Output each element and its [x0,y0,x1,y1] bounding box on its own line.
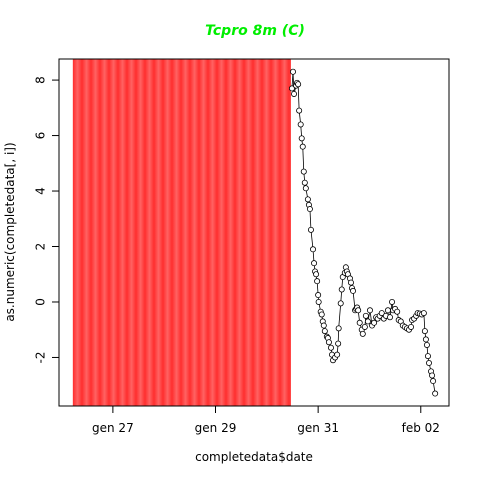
data-point [291,90,298,97]
x-tick-label: gen 27 [92,421,134,435]
data-point [371,319,378,326]
data-point [311,260,318,267]
data-point [314,278,321,285]
data-point [299,143,306,150]
x-tick-label: feb 02 [402,421,440,435]
data-point [301,179,308,186]
data-point [295,81,302,88]
data-point [429,372,436,379]
x-axis-label: completedata$date [195,450,313,464]
data-point [355,307,362,314]
data-point [361,323,368,330]
data-point [389,298,396,305]
data-point [421,328,428,335]
data-point [298,135,305,142]
data-point [327,344,334,351]
data-point [356,319,363,326]
data-point [378,310,385,317]
data-point [288,85,295,92]
data-point [337,300,344,307]
data-point [423,341,430,348]
data-point [386,314,393,321]
data-point [315,292,322,299]
data-point [297,121,304,128]
data-point [302,185,309,192]
y-axis-label: as.numeric(completedata[, i]) [3,142,17,321]
data-point [321,328,328,335]
data-point [334,351,341,358]
data-point [306,206,313,213]
y-tick-label: 8 [34,76,48,84]
data-point [347,279,354,286]
y-tick-label: 4 [34,187,48,195]
shaded-region [72,59,291,406]
chart-title: Tcpro 8m (C) [205,23,305,39]
data-point [335,340,342,347]
data-point [325,339,332,346]
data-point [424,353,431,360]
data-point [430,378,437,385]
y-tick-label: 0 [34,298,48,306]
data-point [335,325,342,332]
data-point [304,196,311,203]
data-point [366,307,373,314]
plot-frame [58,58,450,407]
data-point [320,322,327,329]
data-point [296,107,303,114]
x-tick-label: gen 31 [297,421,339,435]
data-point [307,226,314,233]
data-point [338,286,345,293]
data-point [364,318,371,325]
data-point [350,287,357,294]
data-point [289,68,296,75]
data-point [425,360,432,367]
data-point [422,336,429,343]
data-point [384,307,391,314]
data-point [318,311,325,318]
data-point [359,330,366,337]
x-tick-label: gen 29 [195,421,237,435]
data-point [408,323,415,330]
shaded-region-tint [72,59,291,406]
data-point [315,298,322,305]
y-tick-label: 6 [34,132,48,140]
y-tick-label: -2 [34,351,48,363]
data-point [432,390,439,397]
data-point [394,308,401,315]
data-point [313,271,320,278]
series-line [291,71,436,394]
data-point [420,310,427,317]
data-point [310,246,317,253]
y-tick-label: 2 [34,243,48,251]
data-point [300,168,307,175]
data-point [362,312,369,319]
